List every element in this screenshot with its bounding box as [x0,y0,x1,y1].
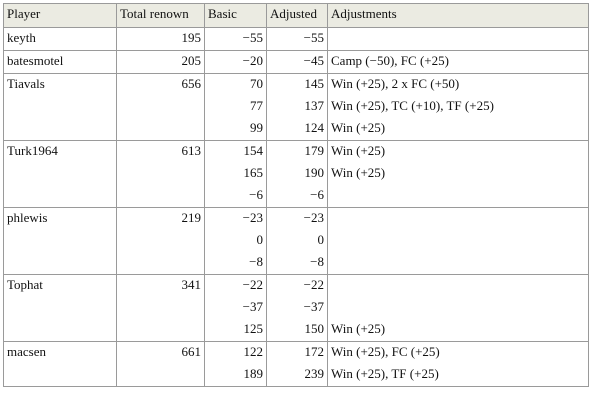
table-row: batesmotel 205 −20 −45 Camp (−50), FC (+25) [3,50,589,74]
adjustments [327,274,589,297]
table-row: 99 124 Win (+25) [4,118,589,141]
table-row: −6 −6 [4,185,589,208]
adjustments [327,252,589,275]
adjusted-score: 172 [266,341,328,364]
adjustments: Win (+25), TF (+25) [327,364,589,387]
adjustments: Win (+25) [327,118,589,141]
basic-score: 189 [204,364,267,387]
player-name: macsen [3,341,117,387]
adjustments [327,230,589,252]
total-renown: 219 [116,207,205,275]
table-row: keyth 195 −55 −55 [3,27,589,51]
player-name: batesmotel [3,50,117,74]
adjusted-score: 137 [266,96,328,118]
basic-score: 0 [204,230,267,252]
basic-score: 165 [204,163,267,185]
total-renown: 205 [116,50,205,74]
basic-score: −37 [204,297,267,319]
total-renown: 656 [116,73,205,141]
adjusted-score: −22 [266,274,328,297]
table-row: −8 −8 [4,252,589,275]
table-row: 165 190 Win (+25) [4,163,589,185]
basic-score: 70 [204,73,267,96]
adjusted-score: −6 [266,185,328,208]
player-name: Tiavals [3,73,117,141]
adjustments: Win (+25), 2 x FC (+50) [327,73,589,96]
renown-table: Player Total renown Basic Adjusted Adjustmen… [3,3,589,387]
player-name: Turk1964 [3,140,117,208]
table-row: −37 −37 [4,297,589,319]
basic-score: 99 [204,118,267,141]
adjustments [327,27,589,51]
adjusted-score: −8 [266,252,328,275]
basic-score: 154 [204,140,267,163]
basic-score: 77 [204,96,267,118]
adjustments: Win (+25) [327,163,589,185]
adjusted-score: 124 [266,118,328,141]
basic-score: 125 [204,319,267,342]
table-row: 189 239 Win (+25), TF (+25) [4,364,589,387]
adjusted-score: 0 [266,230,328,252]
adjustments [327,185,589,208]
adjusted-score: 179 [266,140,328,163]
table-row: 125 150 Win (+25) [4,319,589,342]
total-renown: 613 [116,140,205,208]
basic-score: −22 [204,274,267,297]
adjustments [327,297,589,319]
table-row: Tiavals 656 70 145 Win (+25), 2 x FC (+50) [3,73,589,141]
table-row: macsen 661 122 172 Win (+25), FC (+25) [3,341,589,387]
table-row: Turk1964 613 154 179 Win (+25) [3,140,589,208]
adjusted-score: 190 [266,163,328,185]
basic-score: −20 [204,50,267,74]
adjustments: Win (+25) [327,319,589,342]
table-row: Tophat 341 −22 −22 [3,274,589,342]
adjustments: Camp (−50), FC (+25) [327,50,589,74]
total-renown: 661 [116,341,205,387]
header-row: Player Total renown Basic Adjusted Adjustmen… [3,3,589,28]
column-header: Total renown [116,3,205,28]
adjusted-score: 150 [266,319,328,342]
adjustments: Win (+25), TC (+10), TF (+25) [327,96,589,118]
column-header: Player [3,3,117,28]
adjustments: Win (+25), FC (+25) [327,341,589,364]
total-renown: 195 [116,27,205,51]
table-body: keyth 195 −55 −55 batesmotel 205 −20 −45 Camp (−… [3,27,589,387]
adjusted-score: 145 [266,73,328,96]
total-renown: 341 [116,274,205,342]
adjusted-score: 239 [266,364,328,387]
player-name: Tophat [3,274,117,342]
player-name: phlewis [3,207,117,275]
player-name: keyth [3,27,117,51]
adjusted-score: −23 [266,207,328,230]
column-header: Adjustments [327,3,589,28]
basic-score: −55 [204,27,267,51]
column-header: Adjusted [266,3,328,28]
adjusted-score: −37 [266,297,328,319]
column-header: Basic [204,3,267,28]
adjusted-score: −45 [266,50,328,74]
adjusted-score: −55 [266,27,328,51]
basic-score: −23 [204,207,267,230]
adjustments: Win (+25) [327,140,589,163]
basic-score: −8 [204,252,267,275]
basic-score: −6 [204,185,267,208]
table-row: 77 137 Win (+25), TC (+10), TF (+25) [4,96,589,118]
adjustments [327,207,589,230]
table-row: phlewis 219 −23 −23 [3,207,589,275]
basic-score: 122 [204,341,267,364]
